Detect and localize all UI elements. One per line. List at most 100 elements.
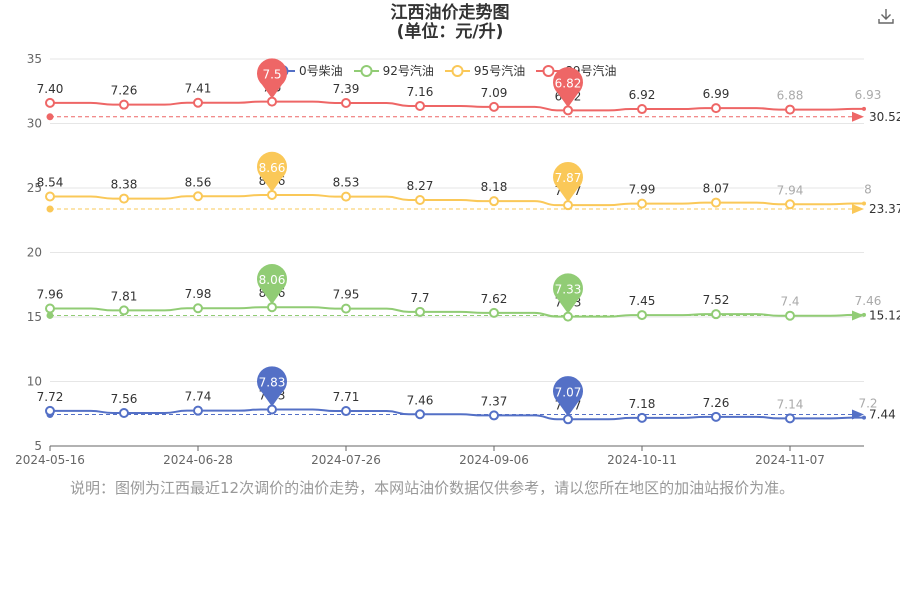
legend-item-1[interactable]: 92号汽油 xyxy=(353,62,434,79)
legend-item-2[interactable]: 95号汽油 xyxy=(444,62,526,79)
data-point xyxy=(341,191,351,202)
x-tick-label: 2024-09-06 xyxy=(459,453,529,467)
data-label: 7.45 xyxy=(629,294,656,308)
data-label: 7.40 xyxy=(37,82,64,96)
min-pin-1 xyxy=(553,273,584,314)
data-point xyxy=(267,96,277,107)
data-point xyxy=(341,303,351,314)
data-label: 7.26 xyxy=(703,396,730,410)
max-pin-2 xyxy=(257,151,287,192)
max-pin-label: 7.83 xyxy=(259,375,286,389)
min-pin-3 xyxy=(553,67,583,108)
data-point xyxy=(489,101,499,112)
data-label: 6.99 xyxy=(703,87,730,101)
data-point xyxy=(415,409,425,420)
data-label: 8.38 xyxy=(111,178,138,192)
max-pin-1 xyxy=(257,264,287,305)
data-label: 7.7 xyxy=(410,291,429,305)
data-point xyxy=(267,302,277,313)
x-tick-label: 2024-05-16 xyxy=(15,453,85,467)
data-label: 8 xyxy=(864,182,872,196)
y-tick-label: 35 xyxy=(27,52,42,66)
avg-value-label: 23.37 xyxy=(869,202,900,216)
chart-title: 江西油价走势图 (单位：元/升) xyxy=(0,4,900,42)
data-label: 7.98 xyxy=(185,287,212,301)
data-point xyxy=(341,97,351,108)
data-label: 7.39 xyxy=(333,82,360,96)
data-label: 6.92 xyxy=(629,88,656,102)
data-label: 7.26 xyxy=(111,84,138,98)
download-icon[interactable] xyxy=(876,6,896,26)
data-point xyxy=(862,106,866,111)
min-pin-2 xyxy=(553,161,583,203)
data-label: 7.74 xyxy=(185,390,212,404)
data-point xyxy=(489,410,499,421)
avg-arrow-2 xyxy=(852,204,864,215)
min-pin-label: 7.87 xyxy=(555,171,582,185)
data-point xyxy=(862,201,866,206)
min-pin-label: 6.82 xyxy=(555,76,582,90)
data-label: 8.18 xyxy=(481,180,508,194)
max-pin-3 xyxy=(257,58,287,99)
data-label: 7.71 xyxy=(333,390,360,404)
data-point xyxy=(862,415,866,420)
avg-start-marker-1 xyxy=(46,311,54,319)
data-label: 7.09 xyxy=(481,86,508,100)
data-label: 8.56 xyxy=(185,175,212,189)
data-point xyxy=(711,309,721,320)
data-point xyxy=(785,310,795,321)
data-label: 7.4 xyxy=(780,295,799,309)
legend-label: 92号汽油 xyxy=(382,64,434,78)
data-point xyxy=(711,411,721,422)
legend-label: 0号柴油 xyxy=(299,64,343,78)
x-tick-label: 2024-06-28 xyxy=(163,453,233,467)
y-tick-label: 10 xyxy=(27,375,42,389)
data-point xyxy=(415,306,425,317)
data-label: 7.72 xyxy=(37,390,64,404)
avg-arrow-1 xyxy=(852,310,864,321)
data-point xyxy=(785,104,795,115)
data-point xyxy=(193,405,203,416)
avg-start-marker-3 xyxy=(46,113,54,121)
data-point xyxy=(119,193,129,204)
data-point xyxy=(862,312,866,317)
avg-start-marker-2 xyxy=(46,205,54,213)
data-point xyxy=(637,198,647,209)
legend-symbol-icon xyxy=(353,64,379,77)
data-point xyxy=(637,310,647,321)
data-point xyxy=(193,303,203,314)
y-tick-label: 20 xyxy=(27,246,42,260)
y-tick-label: 30 xyxy=(27,117,42,131)
max-pin-label: 7.5 xyxy=(262,68,281,82)
data-label: 6.93 xyxy=(855,88,882,102)
data-point xyxy=(45,97,55,108)
y-tick-label: 5 xyxy=(34,439,42,453)
data-point xyxy=(193,191,203,202)
data-label: 7.16 xyxy=(407,85,434,99)
series-line-3 xyxy=(50,100,864,112)
data-point xyxy=(711,103,721,114)
data-label: 7.81 xyxy=(111,289,138,303)
data-point xyxy=(341,406,351,417)
data-point xyxy=(489,307,499,318)
data-label: 7.14 xyxy=(777,397,804,411)
data-point xyxy=(637,104,647,115)
data-label: 6.88 xyxy=(777,89,804,103)
data-point xyxy=(785,199,795,210)
data-point xyxy=(563,311,573,322)
data-label: 7.96 xyxy=(37,287,64,301)
avg-arrow-3 xyxy=(852,111,864,122)
data-point xyxy=(711,197,721,208)
data-label: 7.95 xyxy=(333,288,360,302)
data-label: 7.56 xyxy=(111,392,138,406)
data-point xyxy=(563,105,573,116)
data-label: 7.52 xyxy=(703,293,730,307)
min-pin-0 xyxy=(553,376,584,417)
data-label: 7.62 xyxy=(481,292,508,306)
x-tick-label: 2024-07-26 xyxy=(311,453,381,467)
legend-label: 95号汽油 xyxy=(473,64,526,78)
min-pin-label: 7.33 xyxy=(555,283,582,297)
data-point xyxy=(415,100,425,111)
